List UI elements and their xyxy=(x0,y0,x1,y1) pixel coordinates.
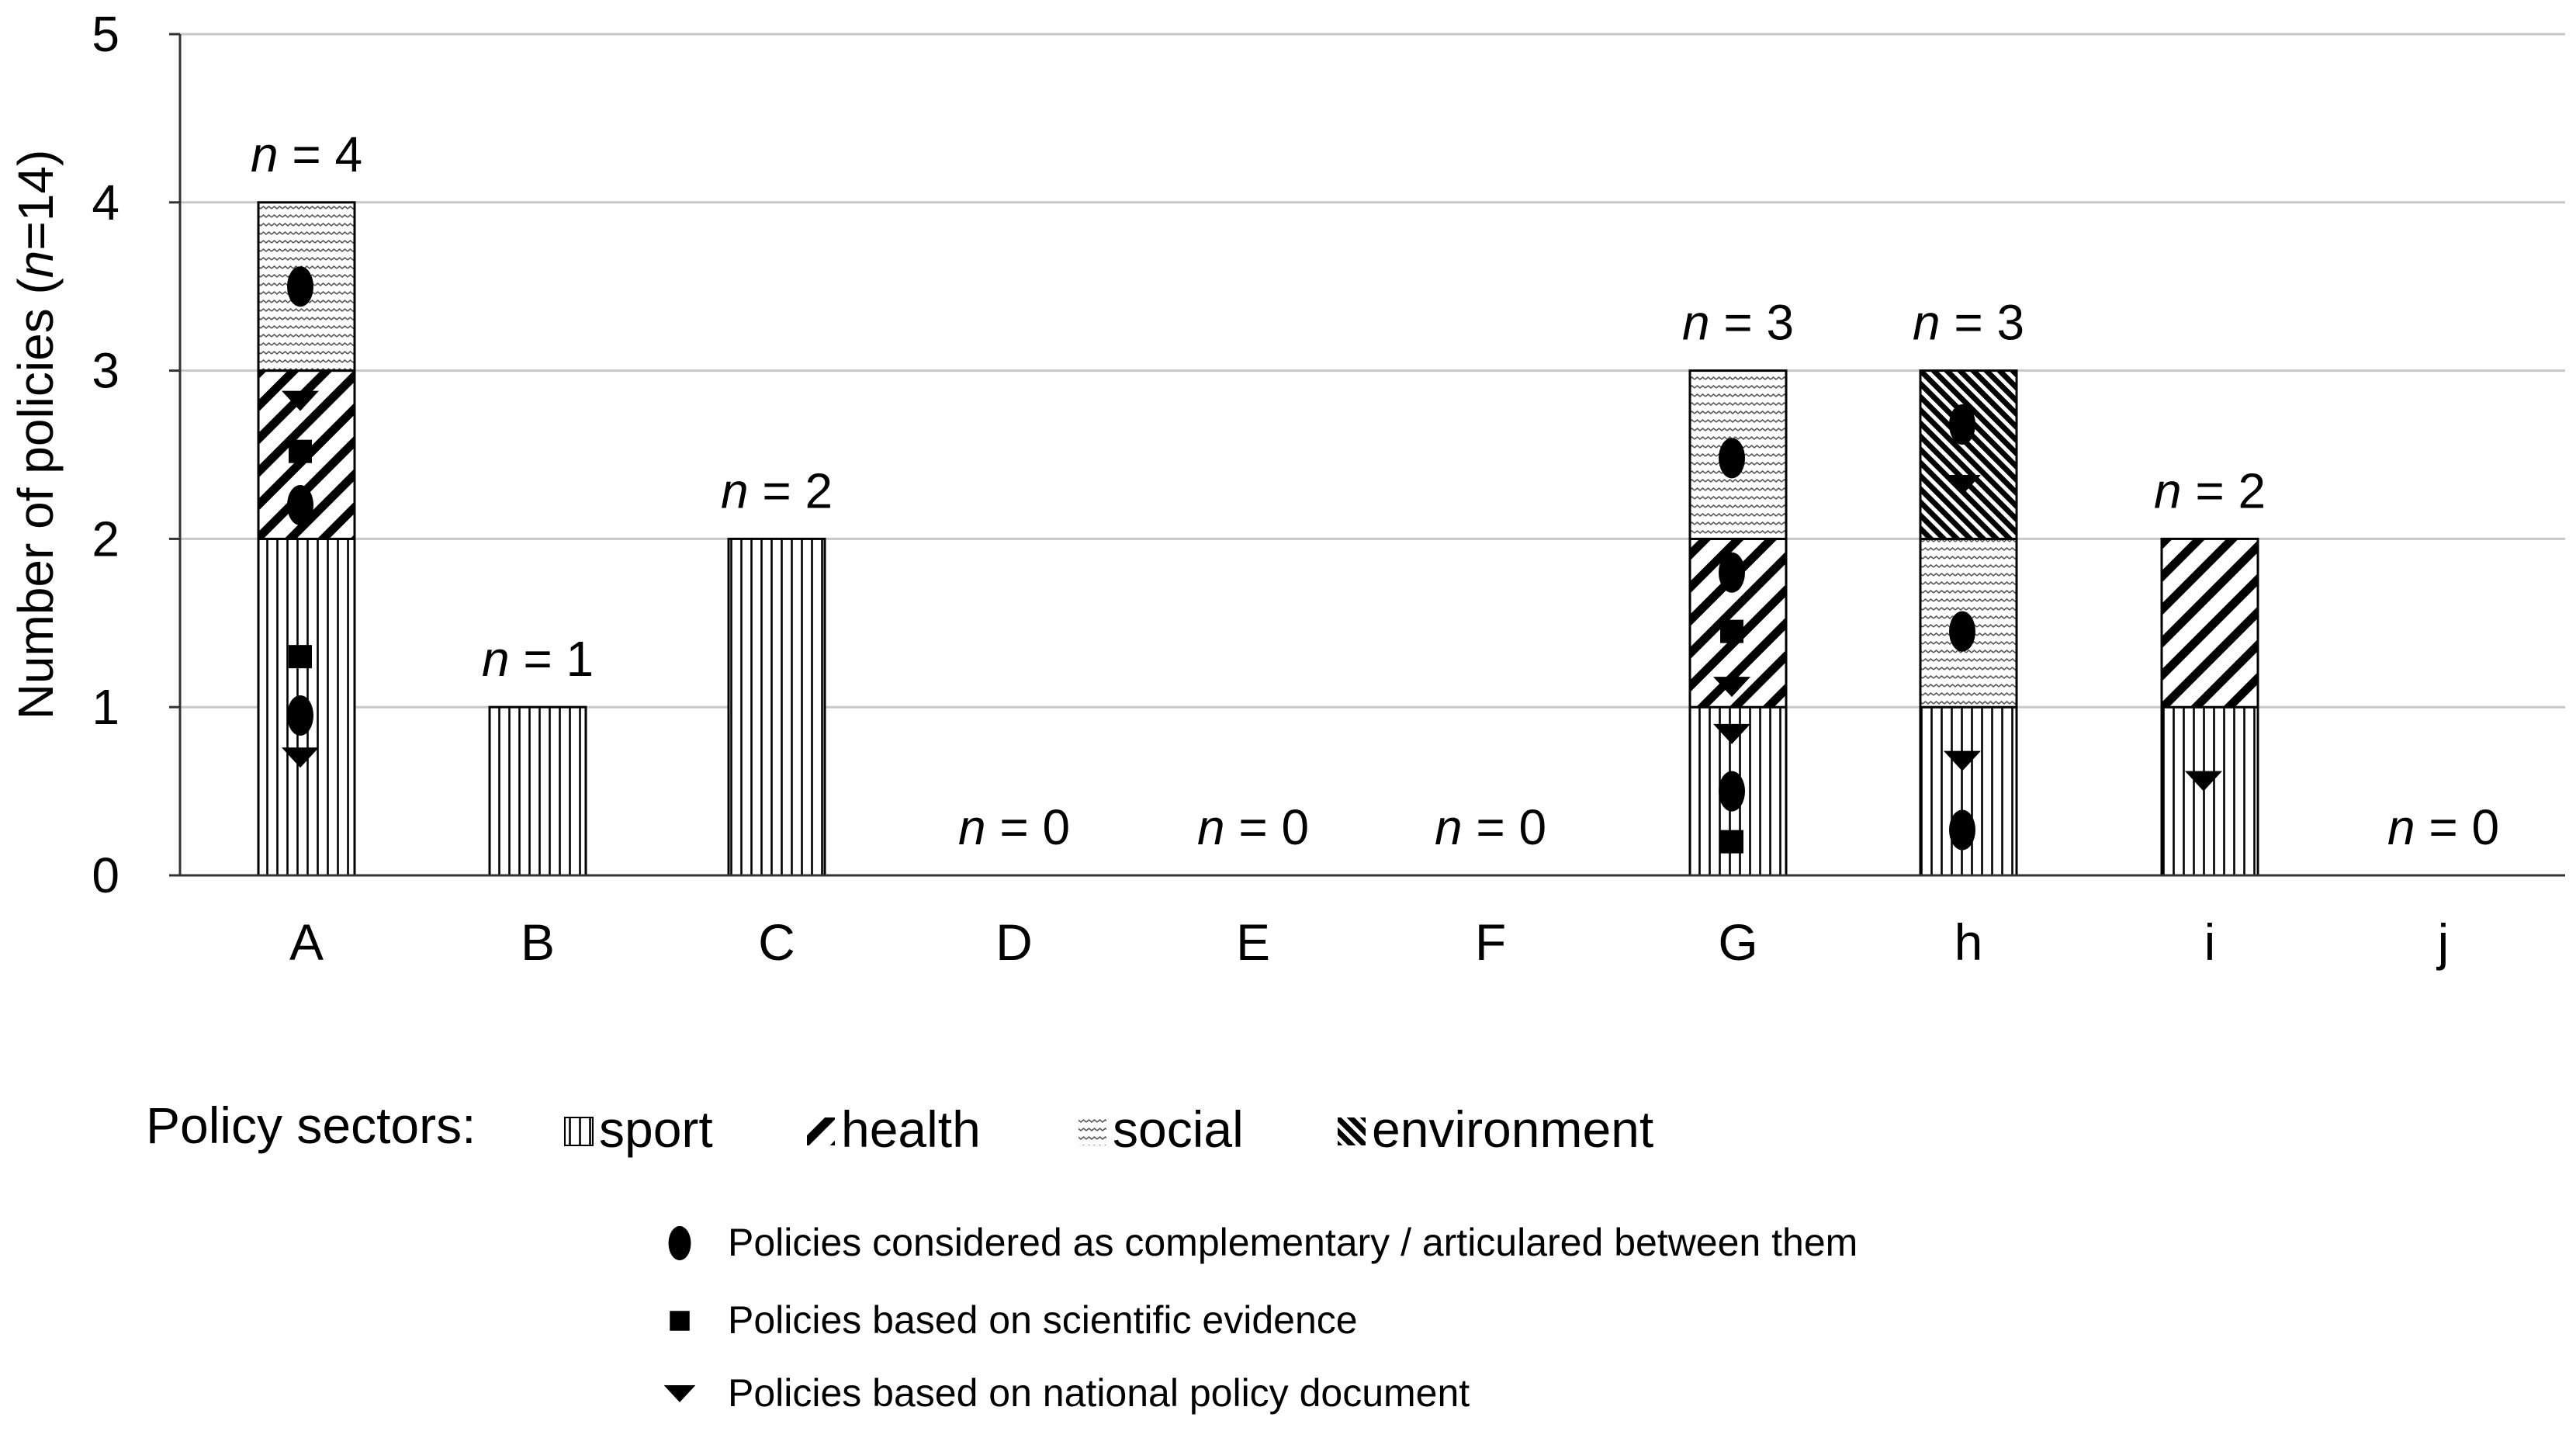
marker-scientific-evidence xyxy=(1720,830,1743,854)
total-label-value: = 3 xyxy=(1941,295,2025,351)
marker-complementary xyxy=(1719,552,1745,593)
total-label: n = 0 xyxy=(2387,799,2499,855)
y-tick-label: 4 xyxy=(92,175,119,230)
total-label: n = 3 xyxy=(1682,295,1794,351)
marker-national-document xyxy=(282,747,319,768)
marker-complementary xyxy=(1719,771,1745,812)
legend-marker-label: Policies based on national policy docume… xyxy=(728,1371,1470,1415)
total-label-n: n xyxy=(1913,295,1941,351)
x-tick-label: A xyxy=(289,913,324,971)
legend-swatch-health xyxy=(807,1117,835,1145)
marker-scientific-evidence xyxy=(289,645,312,669)
marker-complementary xyxy=(1949,809,1975,851)
x-tick-label: i xyxy=(2204,913,2216,971)
bar-sport xyxy=(2160,705,2259,877)
legend-swatch-social xyxy=(1079,1117,1106,1145)
y-axis-label-suffix: =14) xyxy=(8,150,64,251)
marker-complementary xyxy=(1949,611,1975,652)
marker-complementary xyxy=(668,1225,691,1261)
legend: Policy sectors: sport health social environ… xyxy=(146,1097,1858,1415)
total-label: n = 1 xyxy=(482,631,594,687)
total-label-n: n xyxy=(251,126,279,182)
bar-sport xyxy=(727,537,826,877)
total-label: n = 0 xyxy=(1197,799,1309,855)
y-tick-label: 0 xyxy=(92,847,119,903)
marker-scientific-evidence xyxy=(670,1311,690,1331)
y-axis-label-italic: n xyxy=(8,251,64,279)
legend-marker-label: Policies based on scientific evidence xyxy=(728,1298,1358,1342)
total-label: n = 0 xyxy=(958,799,1070,855)
bar-environment xyxy=(1919,369,2018,540)
total-label: n = 3 xyxy=(1913,295,2024,351)
total-label: n = 4 xyxy=(251,126,362,182)
x-tick-label: C xyxy=(758,913,795,971)
legend-label-social: social xyxy=(1113,1100,1244,1158)
marker-scientific-evidence xyxy=(289,439,312,463)
total-label-n: n xyxy=(2154,463,2182,518)
marker-complementary xyxy=(1949,404,1975,445)
marker-complementary xyxy=(287,485,313,526)
bar-health xyxy=(2160,537,2259,709)
legend-label-sport: sport xyxy=(599,1100,713,1158)
x-tick-label: F xyxy=(1475,913,1506,971)
legend-marker-label: Policies considered as complementary / a… xyxy=(728,1221,1858,1264)
total-label-n: n xyxy=(1435,799,1463,855)
y-axis-label: Number of policies (n=14) xyxy=(8,150,64,720)
marker-complementary xyxy=(287,695,313,736)
marker-complementary xyxy=(1719,438,1745,479)
marker-national-document xyxy=(1944,750,1981,771)
total-label-value: = 0 xyxy=(986,799,1071,855)
y-tick-label: 5 xyxy=(92,6,119,62)
bar-sport xyxy=(488,705,587,877)
total-label-value: = 0 xyxy=(2415,799,2500,855)
x-tick-label: j xyxy=(2436,913,2450,971)
total-label: n = 0 xyxy=(1435,799,1546,855)
legend-swatch-environment xyxy=(1338,1117,1366,1145)
total-label-value: = 2 xyxy=(2182,463,2266,518)
y-axis-label-prefix: Number of policies ( xyxy=(8,278,64,719)
markers xyxy=(282,266,2222,854)
legend-title: Policy sectors: xyxy=(146,1097,476,1154)
total-label-n: n xyxy=(482,631,510,687)
total-label-n: n xyxy=(1197,799,1225,855)
legend-swatch-sport xyxy=(564,1117,594,1146)
total-label-value: = 0 xyxy=(1225,799,1310,855)
marker-national-document xyxy=(1944,475,1981,496)
marker-complementary xyxy=(287,266,313,307)
x-tick-label: D xyxy=(995,913,1033,971)
marker-national-document xyxy=(282,390,319,411)
y-tick-label: 2 xyxy=(92,511,119,567)
x-tick-label: B xyxy=(521,913,555,971)
total-label-value: = 1 xyxy=(510,631,594,687)
marker-scientific-evidence xyxy=(1720,619,1743,643)
total-label: n = 2 xyxy=(2154,463,2266,518)
marker-national-document xyxy=(663,1384,696,1403)
legend-label-health: health xyxy=(841,1100,981,1158)
total-label-value: = 2 xyxy=(749,463,833,518)
total-label-value: = 4 xyxy=(279,126,363,182)
bar-sport xyxy=(1919,705,2018,877)
total-label-value: = 0 xyxy=(1463,799,1547,855)
marker-national-document xyxy=(1713,677,1750,698)
total-label-n: n xyxy=(721,463,749,518)
total-label-n: n xyxy=(2387,799,2415,855)
x-tick-label: E xyxy=(1236,913,1270,971)
legend-markers: Policies considered as complementary / a… xyxy=(663,1221,1858,1415)
marker-national-document xyxy=(1713,723,1750,744)
y-tick-label: 3 xyxy=(92,343,119,399)
total-label-value: = 3 xyxy=(1710,295,1795,351)
total-label: n = 2 xyxy=(721,463,833,518)
x-tick-label: h xyxy=(1955,913,1983,971)
total-label-n: n xyxy=(1682,295,1710,351)
legend-label-environment: environment xyxy=(1372,1100,1653,1158)
legend-sectors: sport health social environment xyxy=(564,1100,1653,1158)
y-tick-label: 1 xyxy=(92,679,119,735)
marker-national-document xyxy=(2185,771,2222,792)
total-label-n: n xyxy=(958,799,986,855)
x-tick-label: G xyxy=(1718,913,1757,971)
